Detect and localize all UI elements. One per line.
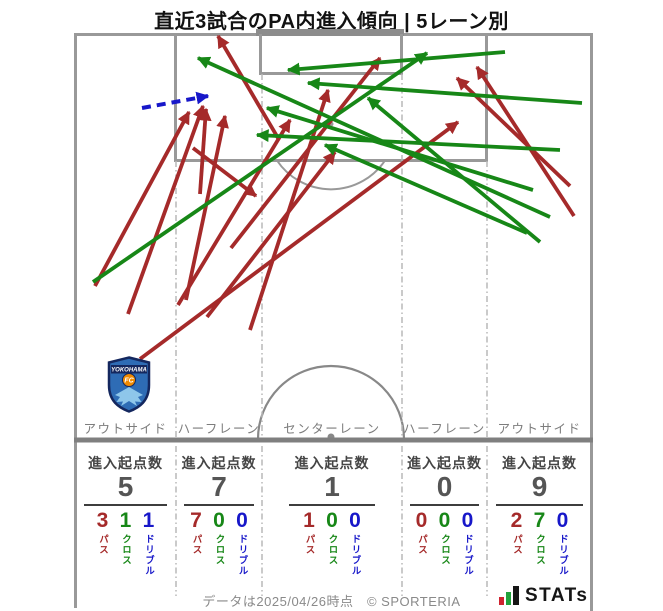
stat-col-center: 進入起点数 1 1 0 0 パス クロス ドリブル — [262, 444, 402, 596]
center-circle — [256, 364, 406, 440]
arrow-pass — [184, 114, 229, 301]
dribble-label: ドリブル — [236, 534, 248, 576]
arrow-pass — [229, 56, 382, 250]
divider — [84, 504, 167, 506]
stat-header: 進入起点数 — [181, 455, 257, 471]
arrow-pass — [216, 34, 280, 139]
dribble-label: ドリブル — [143, 534, 154, 576]
goal-area — [259, 34, 403, 75]
entry-arrows — [91, 34, 583, 361]
pass-label: パス — [190, 534, 202, 555]
pass-label: パス — [416, 534, 427, 555]
origin-count: 9 — [531, 471, 548, 502]
stat-col-half-left: 進入起点数 7 7 0 0 パス クロス ドリブル — [176, 444, 262, 596]
cross-label: クロス — [120, 534, 131, 566]
origin-count: 5 — [117, 471, 134, 502]
cross-count: 0 — [438, 509, 451, 532]
stat-header: 進入起点数 — [88, 455, 163, 471]
pass-count: 1 — [303, 509, 315, 532]
badge-phoenix — [115, 387, 143, 406]
stat-header: 進入起点数 — [294, 455, 370, 471]
pass-label: パス — [303, 534, 315, 555]
origin-count: 0 — [436, 471, 453, 502]
arrow-cross — [366, 96, 542, 244]
arrow-pass — [176, 118, 292, 306]
arrow-cross — [286, 50, 506, 76]
cross-count: 0 — [326, 509, 338, 532]
dribble-label: ドリブル — [462, 534, 473, 576]
badge-fc-text: FC — [124, 378, 134, 385]
arrow-pass — [126, 104, 206, 315]
divider — [496, 504, 583, 506]
divider — [409, 504, 480, 506]
cross-label: クロス — [439, 534, 450, 566]
pass-label: パス — [97, 534, 108, 555]
stat-header: 進入起点数 — [502, 455, 577, 471]
stat-header: 進入起点数 — [407, 455, 482, 471]
pass-count: 2 — [510, 509, 523, 532]
pass-label: パス — [511, 534, 522, 555]
cross-count: 1 — [119, 509, 132, 532]
origin-count: 1 — [324, 471, 340, 502]
stats-brand-text: STATs — [525, 585, 589, 606]
badge-name-text: YOKOHAMA — [111, 368, 147, 374]
lane-label-outside-right: アウトサイド — [497, 422, 582, 436]
dribble-label: ドリブル — [349, 534, 361, 576]
lane-label-center: センターレーン — [283, 422, 381, 436]
dribble-count: 0 — [556, 509, 569, 532]
arrow-cross — [306, 77, 583, 105]
dribble-count: 0 — [461, 509, 474, 532]
bar-chart-icon — [499, 586, 519, 605]
arrow-pass — [138, 120, 460, 361]
arrow-pass — [205, 150, 337, 319]
lane-label-outside-left: アウトサイド — [83, 422, 168, 436]
arrow-pass — [198, 107, 212, 195]
cross-count: 7 — [533, 509, 546, 532]
arrow-cross — [323, 143, 528, 235]
arrow-dribble — [141, 91, 210, 110]
lane-dividers — [175, 74, 488, 596]
dribble-label: ドリブル — [557, 534, 568, 576]
arrow-cross — [91, 51, 429, 284]
stat-col-outside-left: 進入起点数 5 3 1 1 パス クロス ドリブル — [75, 444, 176, 596]
cross-label: クロス — [534, 534, 545, 566]
arrow-pass — [93, 110, 191, 287]
pass-count: 3 — [96, 509, 109, 532]
lane-label-half-left: ハーフレーン — [177, 422, 261, 436]
dribble-count: 0 — [236, 509, 248, 532]
arrow-pass — [191, 146, 258, 198]
pass-count: 7 — [190, 509, 202, 532]
stat-col-outside-right: 進入起点数 9 2 7 0 パス クロス ドリブル — [487, 444, 592, 596]
arrow-cross — [196, 56, 551, 219]
arrow-pass — [475, 65, 576, 218]
pass-count: 0 — [415, 509, 428, 532]
arrow-cross — [255, 129, 561, 152]
dribble-count: 0 — [349, 509, 361, 532]
cross-label: クロス — [213, 534, 225, 566]
team-badge-yokohama-fc: YOKOHAMA FC — [107, 356, 151, 413]
origin-count: 7 — [211, 471, 227, 502]
dribble-count: 1 — [142, 509, 155, 532]
stat-col-half-right: 進入起点数 0 0 0 0 パス クロス ドリブル — [402, 444, 487, 596]
stats-brand-logo: STATs — [499, 586, 588, 605]
cross-count: 0 — [213, 509, 225, 532]
divider — [183, 504, 255, 506]
cross-label: クロス — [326, 534, 338, 566]
divider — [288, 504, 376, 506]
data-date-copyright: データは2025/04/26時点 © SPORTERIA — [202, 594, 461, 609]
page-title: 直近3試合のPA内進入傾向 | 5レーン別 — [154, 11, 509, 33]
lane-label-half-right: ハーフレーン — [403, 422, 486, 436]
